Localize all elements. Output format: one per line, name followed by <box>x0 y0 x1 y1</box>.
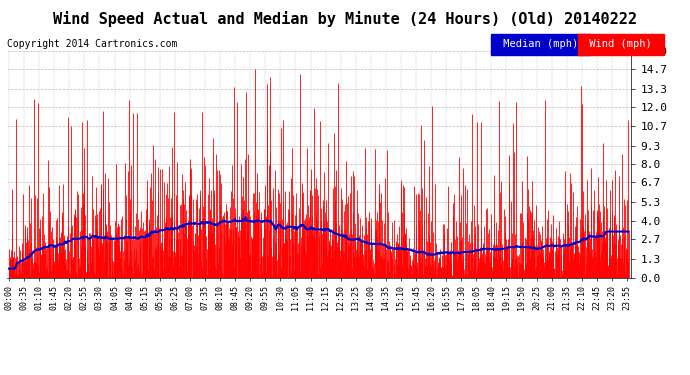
Text: Wind (mph): Wind (mph) <box>583 39 658 50</box>
Text: Copyright 2014 Cartronics.com: Copyright 2014 Cartronics.com <box>7 39 177 50</box>
Text: Median (mph): Median (mph) <box>497 39 584 50</box>
Text: Wind Speed Actual and Median by Minute (24 Hours) (Old) 20140222: Wind Speed Actual and Median by Minute (… <box>53 11 637 27</box>
